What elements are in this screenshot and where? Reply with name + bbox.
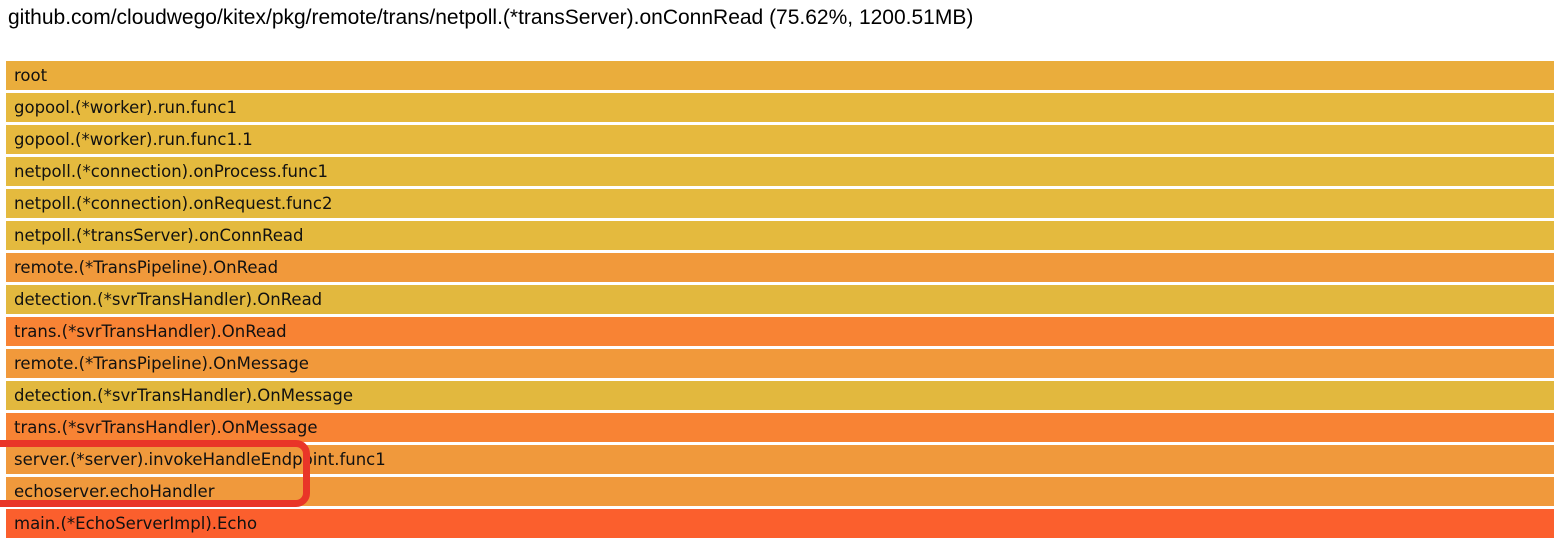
flame-frame[interactable]: server.(*server).invokeHandleEndpoint.fu… [6,445,1554,474]
flame-frame[interactable]: detection.(*svrTransHandler).OnMessage [6,381,1554,410]
frame-label: gopool.(*worker).run.func1 [14,98,237,117]
flame-frame[interactable]: netpoll.(*connection).onProcess.func1 [6,157,1554,186]
frame-label: server.(*server).invokeHandleEndpoint.fu… [14,450,386,469]
frame-label: netpoll.(*connection).onRequest.func2 [14,194,333,213]
flame-frame[interactable]: netpoll.(*connection).onRequest.func2 [6,189,1554,218]
flamegraph-title: github.com/cloudwego/kitex/pkg/remote/tr… [8,6,974,29]
flame-frame[interactable]: remote.(*TransPipeline).OnMessage [6,349,1554,378]
frame-label: main.(*EchoServerImpl).Echo [14,514,258,533]
flame-frame[interactable]: trans.(*svrTransHandler).OnRead [6,317,1554,346]
frame-label: netpoll.(*transServer).onConnRead [14,226,304,245]
flame-frame[interactable]: detection.(*svrTransHandler).OnRead [6,285,1554,314]
flame-frame[interactable]: root [6,61,1554,90]
flame-frame[interactable]: trans.(*svrTransHandler).OnMessage [6,413,1554,442]
flame-frame[interactable]: remote.(*TransPipeline).OnRead [6,253,1554,282]
frame-label: trans.(*svrTransHandler).OnMessage [14,418,318,437]
flame-frame[interactable]: echoserver.echoHandler [6,477,1554,506]
flame-frame[interactable]: gopool.(*worker).run.func1 [6,93,1554,122]
frame-label: netpoll.(*connection).onProcess.func1 [14,162,329,181]
frame-label: remote.(*TransPipeline).OnMessage [14,354,309,373]
flame-frame[interactable]: netpoll.(*transServer).onConnRead [6,221,1554,250]
frame-label: trans.(*svrTransHandler).OnRead [14,322,287,341]
flame-frame[interactable]: gopool.(*worker).run.func1.1 [6,125,1554,154]
frame-label: detection.(*svrTransHandler).OnRead [14,290,323,309]
frame-label: detection.(*svrTransHandler).OnMessage [14,386,354,405]
flame-graph: root gopool.(*worker).run.func1 gopool.(*w… [6,61,1554,538]
frame-label: root [14,66,48,85]
flame-frame[interactable]: main.(*EchoServerImpl).Echo [6,509,1554,538]
frame-label: gopool.(*worker).run.func1.1 [14,130,253,149]
frame-label: echoserver.echoHandler [14,482,215,501]
frame-label: remote.(*TransPipeline).OnRead [14,258,279,277]
